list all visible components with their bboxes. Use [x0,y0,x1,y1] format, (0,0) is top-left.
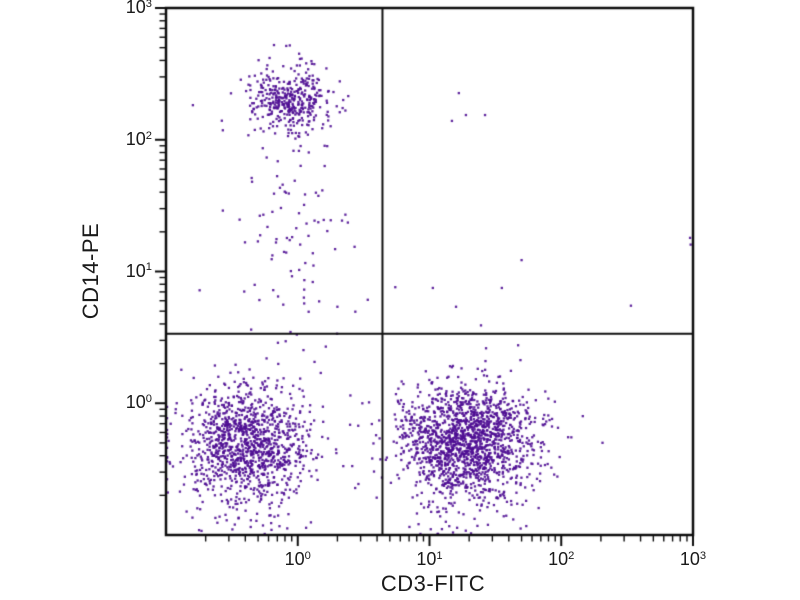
y-tick-label-10e2: 102 [125,128,152,149]
y-tick-label-10e3: 103 [125,0,152,17]
x-tick-label-10e1: 101 [416,549,443,569]
x-tick-label-10e3: 103 [679,549,707,569]
x-tick-label-10e2: 102 [548,549,575,569]
y-tick-label-10e1: 101 [125,260,152,281]
x-axis-title: CD3-FITC [380,571,486,596]
x-tick-label-10e0: 100 [284,549,311,569]
y-axis-title: CD14-PE [78,222,103,320]
y-tick-label-10e0: 100 [125,392,152,413]
